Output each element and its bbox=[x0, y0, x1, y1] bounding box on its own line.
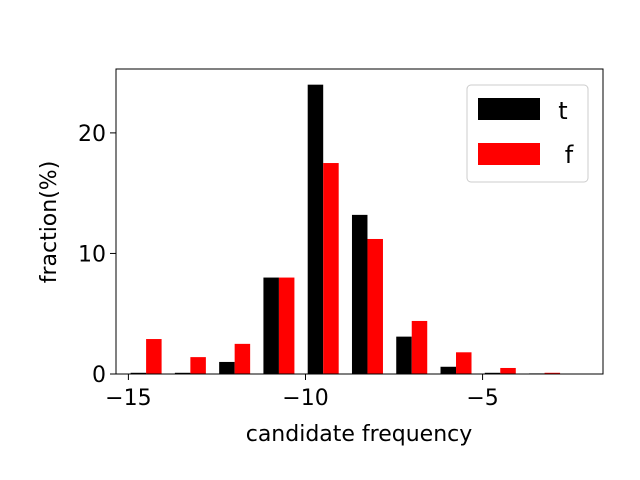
legend-swatch-t bbox=[478, 98, 540, 120]
bar-t-7 bbox=[440, 366, 457, 374]
bar-t-3 bbox=[263, 277, 279, 374]
bar-t-8 bbox=[484, 372, 501, 374]
bar-f-4 bbox=[323, 163, 339, 374]
bar-t-1 bbox=[174, 372, 191, 374]
bar-f-8 bbox=[500, 367, 516, 374]
y-tick-label: 0 bbox=[92, 363, 106, 388]
bar-f-3 bbox=[278, 277, 295, 374]
bar-t-0 bbox=[130, 372, 147, 374]
legend-label-t: t bbox=[558, 97, 567, 125]
bar-f-0 bbox=[146, 339, 162, 374]
x-tick-label: −15 bbox=[105, 386, 151, 411]
bar-f-7 bbox=[456, 352, 472, 374]
y-axis: 0 10 20 bbox=[78, 122, 116, 388]
legend: t f bbox=[466, 84, 589, 183]
bar-f-6 bbox=[411, 320, 428, 374]
legend-swatch-f bbox=[478, 143, 540, 165]
plot-frame bbox=[115, 68, 604, 375]
bar-t-5 bbox=[351, 214, 368, 374]
y-tick-label: 10 bbox=[78, 242, 106, 267]
bar-t-6 bbox=[396, 336, 412, 374]
bar-t-4 bbox=[307, 84, 324, 374]
x-axis-label: candidate frequency bbox=[246, 422, 473, 447]
bar-f-5 bbox=[367, 238, 383, 374]
y-tick-label: 20 bbox=[78, 122, 106, 147]
bar-f-9 bbox=[544, 372, 561, 374]
x-tick-label: −10 bbox=[282, 386, 328, 411]
y-axis-label: fraction(%) bbox=[37, 161, 62, 284]
bars-group bbox=[130, 84, 561, 374]
bar-f-1 bbox=[190, 357, 206, 374]
x-tick-label: −5 bbox=[466, 386, 498, 411]
bar-t-2 bbox=[219, 361, 235, 374]
x-axis: −15 −10 −5 bbox=[105, 374, 499, 411]
bar-f-2 bbox=[234, 343, 251, 374]
legend-label-f: f bbox=[565, 141, 574, 169]
